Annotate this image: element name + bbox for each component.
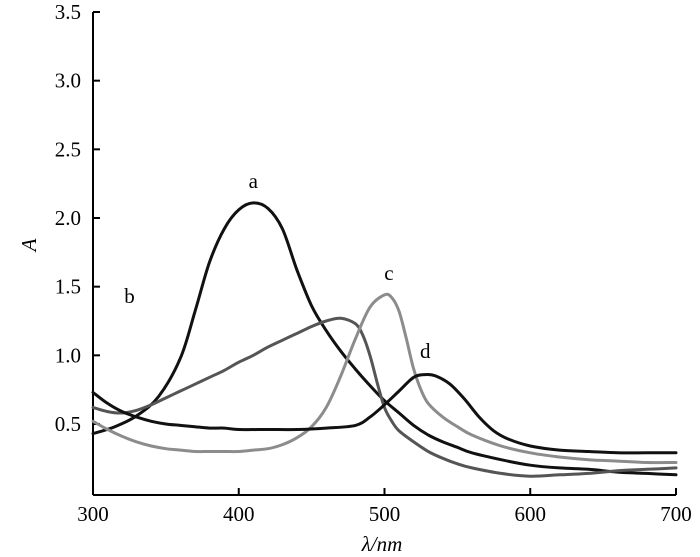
y-tick-label: 1.0 — [55, 343, 81, 367]
x-tick-label: 500 — [369, 502, 401, 526]
y-axis-title: A — [17, 238, 41, 253]
x-tick-label: 600 — [515, 502, 547, 526]
y-tick-label: 0.5 — [55, 412, 81, 436]
x-axis-title: λ/nm — [361, 532, 403, 556]
y-tick-label: 2.5 — [55, 137, 81, 161]
x-tick-label: 300 — [77, 502, 109, 526]
series-lines — [91, 201, 678, 478]
curve-label-b: b — [124, 284, 135, 308]
curve-labels: a b c d — [124, 169, 431, 363]
series-line-b — [91, 316, 678, 478]
y-tick-label: 3.5 — [55, 0, 81, 24]
y-tick-label: 3.0 — [55, 69, 81, 93]
ticks: 0.5 1.0 1.5 2.0 2.5 3.0 3.5 300 400 500 600 700 — [55, 0, 692, 526]
curve-label-c: c — [384, 261, 393, 285]
curve-label-a: a — [249, 169, 259, 193]
series-line-c — [91, 292, 678, 465]
axes — [92, 12, 676, 496]
x-tick-label: 700 — [660, 502, 692, 526]
curve-label-d: d — [420, 339, 431, 363]
y-tick-label: 1.5 — [55, 275, 81, 299]
x-tick-label: 400 — [223, 502, 255, 526]
y-tick-label: 2.0 — [55, 206, 81, 230]
series-line-a — [91, 201, 678, 477]
series-line-d — [91, 372, 678, 455]
